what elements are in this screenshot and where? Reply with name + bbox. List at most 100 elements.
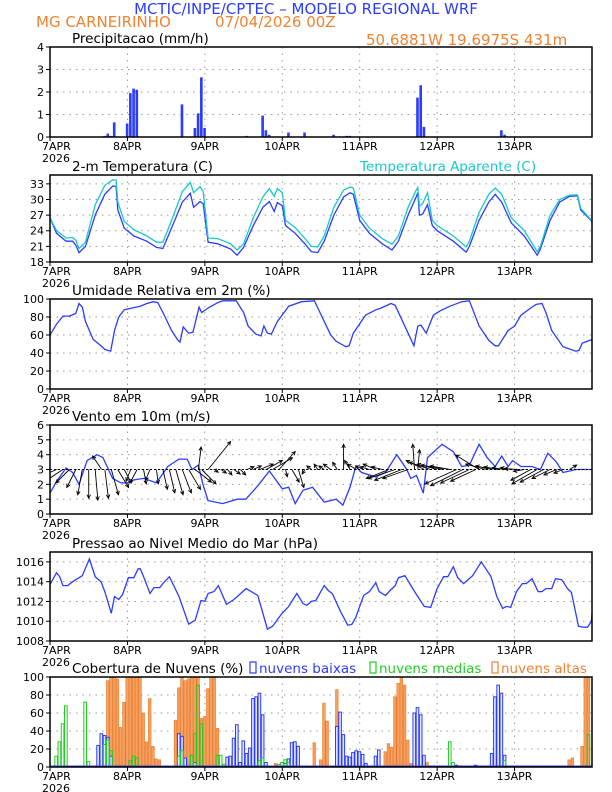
nuvens-altas-bar (148, 698, 152, 767)
y-tick-label: 0 (37, 508, 44, 521)
wind-vector-arrow (553, 469, 564, 474)
nuvens-medias-bar (451, 762, 455, 767)
x-date-label: 12APR (419, 770, 455, 783)
nuvens-baixas-bar (183, 757, 188, 767)
wind-vector-arrow (168, 469, 177, 494)
wind-vector-arrow (55, 469, 70, 484)
nuvens-medias-bar (193, 733, 197, 767)
y-tick-label: 0 (37, 383, 44, 396)
x-date-label: 8APR (113, 770, 142, 783)
nuvens-altas-bar (190, 677, 194, 767)
precip-bar (203, 128, 206, 137)
nuvens-altas-bar (396, 682, 400, 767)
y-tick-label: 1014 (16, 576, 44, 589)
y-tick-label: 33 (30, 178, 44, 191)
nuvens-baixas-bar (376, 749, 381, 767)
nuvens-medias-bar (105, 739, 110, 767)
rh-marks (50, 300, 592, 353)
wind-vector-arrow (259, 463, 275, 470)
nuvens-altas-bar (425, 762, 429, 767)
x-date-label: 10APR (264, 265, 300, 278)
y-tick-label: 6 (37, 419, 44, 432)
y-tick-label: 60 (30, 707, 44, 720)
nuvens-altas-bar (151, 745, 155, 767)
rh-panel: 0 20 40 60 80 100 7APR 8APR 9APR 10APR 11APR 12APR 1… (23, 283, 593, 417)
location-label: MG CARNEIRINHO (36, 13, 171, 31)
precip-bar (503, 134, 506, 137)
x-date-label: 8APR (113, 140, 142, 153)
nuvens-medias-bar (280, 762, 284, 767)
nuvens-baixas-bar (231, 737, 236, 767)
nuvens-baixas-bar (341, 734, 346, 767)
y-tick-label: 4 (37, 449, 44, 462)
x-date-label: 13APR (497, 517, 533, 530)
nuvens-altas-bar (322, 702, 326, 767)
nuvens-baixas-bar (335, 726, 339, 767)
pressure-mslp-line (50, 557, 592, 631)
wind-vector-arrow (291, 469, 300, 483)
nuvens-medias-bar (102, 744, 107, 767)
nuvens-altas-bar (390, 746, 394, 767)
precip-bar (135, 89, 139, 137)
nuvens-baixas-bar (228, 755, 233, 767)
wind-vector-arrow (464, 462, 486, 470)
nuvens-altas-bar (212, 677, 216, 767)
nuvens-altas-bar (173, 719, 178, 767)
rh-title: Umidade Relativa em 2m (%) (72, 283, 271, 299)
wind-vector-arrow (370, 465, 383, 470)
y-tick-label: 18 (30, 256, 44, 269)
rh-frame (49, 298, 593, 390)
x-date-label: 10APR (264, 517, 300, 530)
nuvens-medias-bar (57, 741, 62, 767)
wind-vector-arrow (220, 469, 228, 474)
nuvens-altas-bar (186, 678, 191, 767)
y-tick-label: 40 (30, 725, 44, 738)
nuvens-altas-bar (325, 720, 329, 767)
wind-vector-arrow (483, 465, 499, 470)
nuvens-baixas-bar (364, 762, 368, 767)
precip-marks (103, 77, 581, 137)
legend-swatch-nuvens-baixas (249, 661, 257, 674)
y-tick-label: 80 (30, 311, 44, 324)
temp-marks (50, 179, 592, 257)
wind-vector-arrow (197, 445, 203, 470)
nuvens-baixas-bar (422, 754, 426, 767)
y-tick-label: 1010 (16, 615, 44, 628)
nuvens-altas-bar (141, 712, 145, 767)
clouds-frame (49, 676, 593, 768)
wind-vector-arrow (214, 468, 219, 473)
precip-bar (332, 134, 335, 137)
wind-frame (49, 424, 593, 515)
y-tick-label: 0 (37, 131, 44, 144)
x-date-label: 8APR (113, 265, 142, 278)
x-date-label: 12APR (419, 517, 455, 530)
precip-bar (261, 115, 264, 137)
precip-bar (125, 123, 129, 137)
nuvens-baixas-bar (251, 698, 255, 767)
nuvens-baixas-bar (247, 747, 252, 767)
wind-title: Vento em 10m (m/s) (72, 409, 211, 425)
precip-bar (129, 93, 132, 137)
nuvens-altas-bar (586, 677, 591, 767)
nuvens-altas-bar (138, 677, 142, 767)
nuvens-altas-bar (180, 677, 184, 767)
x-date-label: 10APR (264, 770, 300, 783)
x-date-label: 8APR (113, 392, 142, 405)
nuvens-baixas-bar (296, 745, 300, 767)
nuvens-altas-bar (109, 677, 113, 767)
nuvens-medias-bar (54, 755, 58, 767)
nuvens-altas-bar (135, 677, 139, 767)
nuvens-medias-bar (60, 723, 65, 767)
nuvens-medias-bar (64, 705, 68, 767)
nuvens-medias-bar (502, 760, 507, 767)
wind-vector-arrow (110, 469, 120, 496)
nuvens-medias-bar (176, 755, 181, 767)
wind-vector-arrow (50, 469, 57, 473)
wind-vector-arrow (240, 469, 247, 476)
nuvens-medias-bar (128, 760, 133, 767)
precip-title: Precipitacao (mm/h) (72, 31, 209, 47)
precip-bar (267, 134, 271, 137)
temp-temperatura-line (50, 185, 592, 257)
wind-vector-arrow (306, 465, 312, 470)
